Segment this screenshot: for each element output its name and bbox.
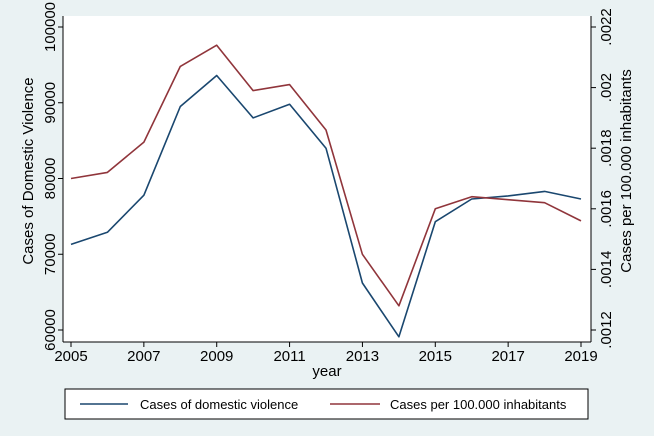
legend-label-per-inhabitants: Cases per 100.000 inhabitants xyxy=(390,397,567,412)
y-right-ticks: .0012 .0014 .0016 .0018 .002 .0022 xyxy=(591,8,615,349)
legend-box xyxy=(64,388,589,420)
legend-label-domestic-violence: Cases of domestic violence xyxy=(140,397,298,412)
y-left-tick-label: 90000 xyxy=(42,82,59,124)
y-axis-right-title: Cases per 100.000 inhabitants xyxy=(618,69,635,272)
y-right-tick-label: .002 xyxy=(598,73,615,102)
x-tick-label: 2009 xyxy=(200,348,233,365)
y-left-tick-label: 70000 xyxy=(42,233,59,275)
x-tick-label: 2019 xyxy=(564,348,597,365)
y-axis-left-title: Cases of Domestic Violence xyxy=(20,77,37,264)
x-tick-label: 2007 xyxy=(127,348,160,365)
x-tick-label: 2015 xyxy=(419,348,452,365)
y-right-tick-label: .0012 xyxy=(598,311,615,349)
series-line-per-inhabitants xyxy=(70,44,582,307)
x-tick-label: 2017 xyxy=(491,348,524,365)
x-tick-label: 2005 xyxy=(54,348,87,365)
y-left-tick-label: 60000 xyxy=(42,309,59,351)
series-line-domestic-violence xyxy=(70,74,582,338)
x-ticks: 2005 2007 2009 2011 2013 2015 2017 2019 xyxy=(54,342,598,365)
x-tick-label: 2013 xyxy=(346,348,379,365)
y-left-ticks: 60000 70000 80000 90000 100000 xyxy=(42,2,63,351)
y-right-tick-label: .0014 xyxy=(598,251,615,289)
x-axis-title: year xyxy=(312,363,341,380)
series-lines xyxy=(70,44,582,338)
y-right-tick-label: .0018 xyxy=(598,129,615,167)
y-right-tick-label: .0022 xyxy=(598,8,615,46)
plot-area xyxy=(63,16,591,342)
legend: Cases of domestic violence Cases per 100… xyxy=(64,388,589,420)
y-right-tick-label: .0016 xyxy=(598,190,615,228)
y-left-tick-label: 100000 xyxy=(42,2,59,52)
x-tick-label: 2011 xyxy=(273,348,305,365)
y-left-tick-label: 80000 xyxy=(42,158,59,200)
